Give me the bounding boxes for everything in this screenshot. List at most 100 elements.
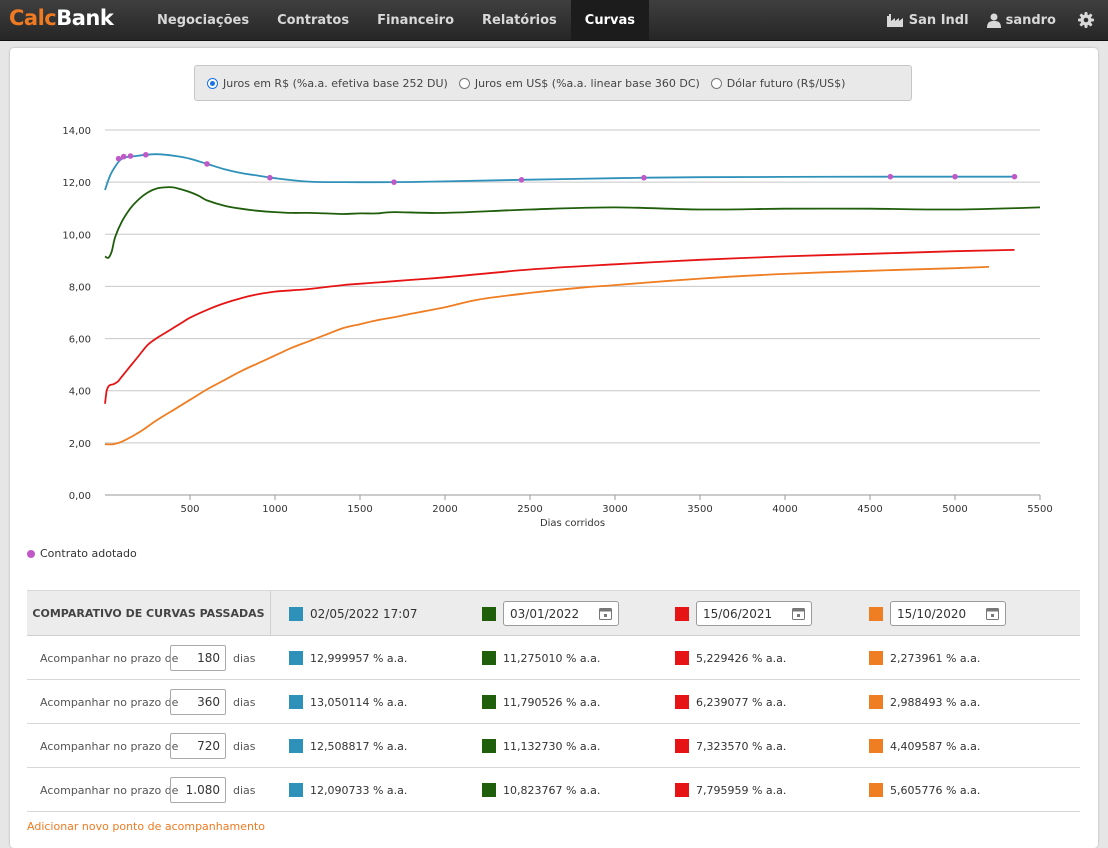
curve-column-3: 15/06/2021 <box>675 591 812 636</box>
rate-value: 7,323570 % a.a. <box>675 724 786 768</box>
series-line-3 <box>104 249 1015 404</box>
contract-marker <box>120 153 127 160</box>
gear-icon[interactable] <box>1078 12 1094 28</box>
date-value: 15/06/2021 <box>703 606 773 621</box>
rate-value: 5,605776 % a.a. <box>869 768 980 812</box>
y-tick-label: 6,00 <box>69 335 91 346</box>
nav-relatorios[interactable]: Relatórios <box>482 12 557 28</box>
curve-column-2: 03/01/2022 <box>482 591 619 636</box>
series-line-2 <box>104 186 1041 259</box>
tracking-row: Acompanhar no prazo de 180 dias 12,99995… <box>27 636 1080 680</box>
radio-button[interactable] <box>458 77 470 89</box>
nav-financeiro[interactable]: Financeiro <box>377 12 455 28</box>
x-tick-label: 2500 <box>517 504 542 515</box>
y-tick-label: 14,00 <box>62 126 91 137</box>
rate-value: 2,988493 % a.a. <box>869 680 980 724</box>
x-axis-title: Dias corridos <box>540 518 605 529</box>
y-tick-label: 12,00 <box>62 178 91 189</box>
org-selector[interactable]: San Indl <box>886 13 969 28</box>
tracking-row: Acompanhar no prazo de 720 dias 12,50881… <box>27 724 1080 768</box>
rate-value: 13,050114 % a.a. <box>289 680 407 724</box>
date-input[interactable]: 03/01/2022 <box>503 601 619 626</box>
chart-legend: Contrato adotado <box>27 547 137 560</box>
radio-dolar-futuro[interactable]: Dólar futuro (R$/US$) <box>710 76 846 90</box>
color-swatch <box>869 606 883 621</box>
radio-label: Juros em R$ (%a.a. efetiva base 252 DU) <box>223 76 448 90</box>
rate-value: 11,790526 % a.a. <box>482 680 600 724</box>
y-tick-label: 4,00 <box>69 387 91 398</box>
x-tick-label: 500 <box>180 504 199 515</box>
rate-value: 6,239077 % a.a. <box>675 680 786 724</box>
rate-value: 12,508817 % a.a. <box>289 724 407 768</box>
y-tick-label: 8,00 <box>69 282 91 293</box>
user-icon <box>986 13 1001 28</box>
calcbank-logo[interactable]: CalcBank <box>9 6 114 30</box>
org-name: San Indl <box>908 12 969 28</box>
nav-curvas[interactable]: Curvas <box>570 0 649 40</box>
row-label: Acompanhar no prazo de <box>40 651 179 665</box>
x-tick-label: 1000 <box>262 504 287 515</box>
x-tick-label: 1500 <box>347 504 372 515</box>
days-input[interactable]: 360 <box>170 689 226 715</box>
contract-marker <box>143 151 149 158</box>
comparison-table: COMPARATIVO DE CURVAS PASSADAS 02/05/202… <box>27 590 1080 812</box>
add-tracking-point-link[interactable]: Adicionar novo ponto de acompanhamento <box>27 820 265 833</box>
calendar-icon[interactable] <box>599 607 612 620</box>
rate-value: 10,823767 % a.a. <box>482 768 600 812</box>
top-right-menu: San Indl sandro <box>886 0 1108 40</box>
x-tick-label: 5000 <box>942 504 967 515</box>
days-input[interactable]: 720 <box>170 733 226 759</box>
rate-value: 2,273961 % a.a. <box>869 636 980 680</box>
nav-negociacoes[interactable]: Negociações <box>157 12 250 28</box>
user-menu[interactable]: sandro <box>986 13 1056 28</box>
rate-value: 12,090733 % a.a. <box>289 768 407 812</box>
date-input[interactable]: 15/10/2020 <box>890 601 1006 626</box>
comparison-title: COMPARATIVO DE CURVAS PASSADAS <box>27 591 271 636</box>
row-label: Acompanhar no prazo de <box>40 695 179 709</box>
date-input[interactable]: 15/06/2021 <box>696 601 812 626</box>
x-tick-label: 4500 <box>857 504 882 515</box>
contract-marker <box>887 173 894 180</box>
curve-type-selector: Juros em R$ (%a.a. efetiva base 252 DU) … <box>194 65 912 101</box>
series-line-current <box>104 153 1015 191</box>
yield-curve-chart: 0,00 2,00 4,00 6,00 8,00 10,00 12,00 14,00 500 10… <box>62 126 1052 529</box>
top-navbar: CalcBank Negociações Contratos Financeir… <box>0 0 1108 41</box>
days-input[interactable]: 180 <box>170 645 226 671</box>
radio-button[interactable] <box>710 77 722 89</box>
rate-value: 7,795959 % a.a. <box>675 768 786 812</box>
radio-juros-brl[interactable]: Juros em R$ (%a.a. efetiva base 252 DU) <box>207 77 448 90</box>
radio-juros-usd[interactable]: Juros em US$ (%a.a. linear base 360 DC) <box>458 76 700 90</box>
contract-marker <box>204 161 210 167</box>
rate-value: 11,132730 % a.a. <box>482 724 600 768</box>
y-tick-label: 10,00 <box>62 230 91 241</box>
contract-marker <box>127 153 134 159</box>
tracking-row: Acompanhar no prazo de 1.080 dias 12,090… <box>27 768 1080 812</box>
main-nav: Negociações Contratos Financeiro Relatór… <box>143 0 649 40</box>
days-input[interactable]: 1.080 <box>170 777 226 803</box>
color-swatch <box>482 606 496 621</box>
contract-marker <box>267 174 273 181</box>
main-panel: Juros em R$ (%a.a. efetiva base 252 DU) … <box>10 48 1098 848</box>
nav-contratos[interactable]: Contratos <box>277 12 350 28</box>
days-unit: dias <box>233 651 256 665</box>
rate-value: 5,229426 % a.a. <box>675 636 786 680</box>
date-value: 15/10/2020 <box>897 606 967 621</box>
date-value: 03/01/2022 <box>510 606 580 621</box>
days-unit: dias <box>233 695 256 709</box>
y-tick-label: 0,00 <box>69 491 91 502</box>
row-label: Acompanhar no prazo de <box>40 739 179 753</box>
legend-marker <box>27 549 35 558</box>
radio-label: Juros em US$ (%a.a. linear base 360 DC) <box>474 76 700 90</box>
calendar-icon[interactable] <box>986 607 999 620</box>
days-unit: dias <box>233 783 256 797</box>
radio-button[interactable] <box>207 77 218 89</box>
curve-column-4: 15/10/2020 <box>869 591 1006 636</box>
contract-marker <box>115 155 122 162</box>
color-swatch <box>289 606 303 621</box>
row-label: Acompanhar no prazo de <box>40 783 179 797</box>
radio-label: Dólar futuro (R$/US$) <box>726 76 846 90</box>
calendar-icon[interactable] <box>792 607 805 620</box>
x-tick-label: 3000 <box>602 504 627 515</box>
contract-marker <box>518 176 525 183</box>
curve-column-current: 02/05/2022 17:07 <box>289 591 418 636</box>
